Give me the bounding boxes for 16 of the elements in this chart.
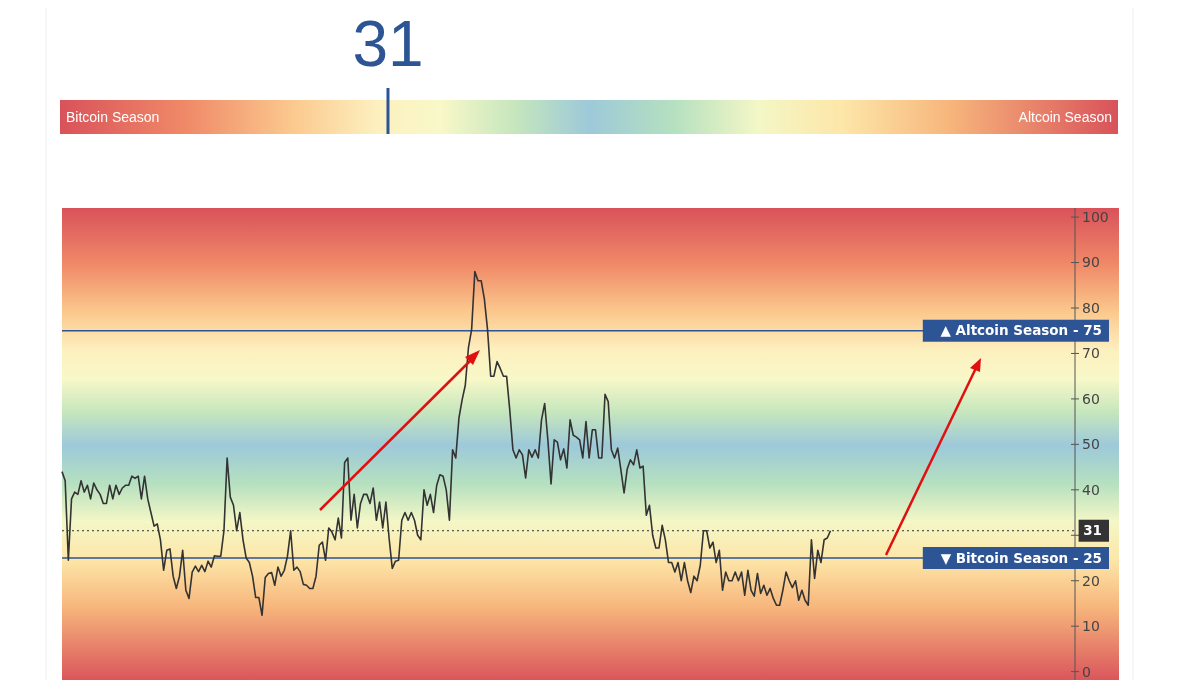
y-tick-label: 80 [1082,299,1100,316]
y-tick-label: 50 [1082,436,1100,453]
ref-line-label: ▲ Altcoin Season - 75 [940,322,1102,339]
text: Altcoin Season [1018,109,1112,125]
ref-line-label: ▼ Bitcoin Season - 25 [940,549,1102,566]
y-tick-label: 0 [1082,663,1091,680]
y-tick-label: 40 [1082,481,1100,498]
y-tick-label: 70 [1082,345,1100,362]
y-tick-label: 20 [1082,572,1100,589]
y-tick-label: 100 [1082,208,1109,225]
text: Bitcoin Season [66,109,160,125]
y-tick-label: 10 [1082,618,1100,635]
text: 31 [352,8,424,80]
ref-line-label: 31 [1083,522,1102,539]
y-tick-label: 90 [1082,254,1100,271]
y-tick-label: 60 [1082,390,1100,407]
